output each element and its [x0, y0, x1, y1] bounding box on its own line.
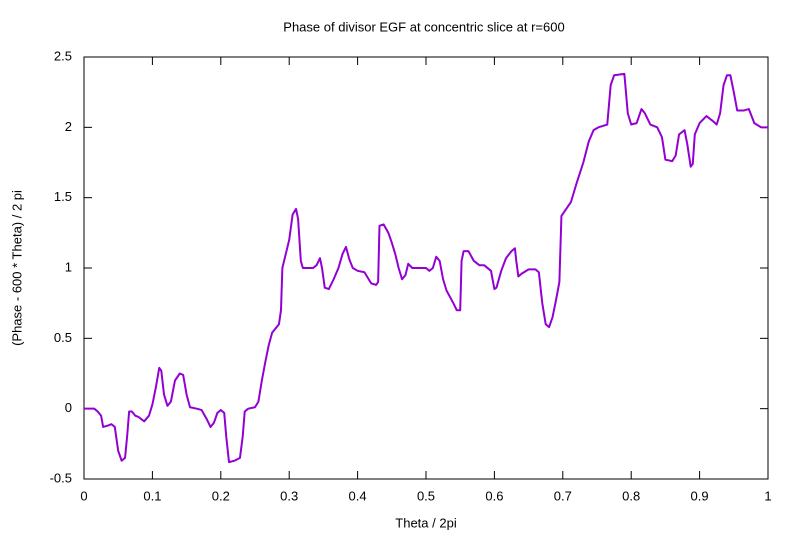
x-axis-label: Theta / 2pi [395, 515, 457, 530]
data-line [84, 72, 768, 464]
y-tick-label: 1 [65, 259, 72, 274]
y-tick-label: 0.5 [54, 330, 72, 345]
x-tick-label: 0.6 [485, 488, 503, 503]
x-tick-label: 0 [80, 488, 87, 503]
chart-title: Phase of divisor EGF at concentric slice… [283, 19, 564, 34]
x-tick-label: 0.5 [417, 488, 435, 503]
x-tick-label: 0.2 [212, 488, 230, 503]
x-tick-label: 0.1 [143, 488, 161, 503]
x-tick-label: 0.8 [622, 488, 640, 503]
y-tick-label: 1.5 [54, 189, 72, 204]
y-tick-label: 0 [65, 400, 72, 415]
y-tick-label: -0.5 [50, 470, 72, 485]
x-tick-label: 0.3 [280, 488, 298, 503]
x-tick-label: 0.4 [349, 488, 367, 503]
x-tick-label: 0.7 [554, 488, 572, 503]
x-tick-label: 0.9 [691, 488, 709, 503]
x-tick-label: 1 [764, 488, 771, 503]
y-tick-label: 2.5 [54, 48, 72, 63]
y-axis-label: (Phase - 600 * Theta) / 2 pi [9, 190, 24, 346]
y-tick-label: 2 [65, 119, 72, 134]
